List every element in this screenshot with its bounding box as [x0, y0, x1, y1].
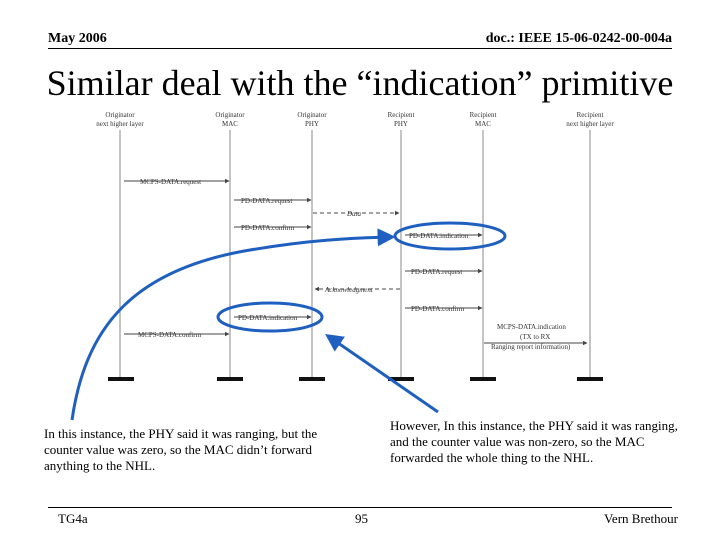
lifeline-label-rcpt-nhl-2: next higher layer: [566, 120, 614, 128]
note-right: However, In this instance, the PHY said …: [390, 418, 678, 465]
pointer-arrow-left-note: [70, 228, 396, 421]
lifeline-label-rcpt-mac-2: MAC: [475, 120, 491, 128]
lifeline-label-orig-nhl-1: Originator: [105, 111, 135, 119]
header-date: May 2006: [48, 31, 107, 46]
lifeline-label-orig-mac-2: MAC: [222, 120, 238, 128]
slide-title: Similar deal with the “indication” primi…: [46, 63, 674, 103]
label-pd-data-confirm: PD-DATA.confirm: [241, 224, 295, 232]
label-pd-data-indication-orig: PD-DATA.indication: [238, 314, 298, 322]
lifeline-label-rcpt-nhl-1: Recipient: [577, 111, 604, 119]
header-rule: [48, 48, 672, 49]
label-pd-data-indication-rcpt: PD-DATA.indication: [409, 232, 469, 240]
highlight-ellipse-originator: [216, 301, 324, 333]
footer-author: Vern Brethour: [603, 511, 678, 526]
footer-rule: [48, 507, 672, 508]
label-pd-data-request: PD-DATA.request: [241, 197, 292, 205]
note-left: In this instance, the PHY said it was ra…: [44, 426, 318, 473]
lifeline-label-orig-nhl-2: next higher layer: [96, 120, 144, 128]
lifeline-label-rcpt-phy-2: PHY: [394, 120, 408, 128]
label-mcps-data-indication-sub2: Ranging report information): [491, 343, 571, 351]
label-acknowledgment: Acknowledgment: [324, 286, 374, 294]
lifeline-label-orig-phy-1: Originator: [297, 111, 327, 119]
pointer-arrow-right-note: [325, 333, 439, 414]
label-pd-data-confirm-rcpt: PD-DATA.confirm: [411, 305, 465, 313]
lifeline-label-orig-phy-2: PHY: [305, 120, 319, 128]
label-data: Data: [346, 210, 362, 218]
label-mcps-data-indication: MCPS-DATA.indication: [497, 323, 566, 331]
label-pd-data-request-rcpt: PD-DATA.request: [411, 268, 462, 276]
label-mcps-data-confirm: MCPS-DATA.confirm: [138, 331, 202, 339]
footer-group: TG4a: [58, 511, 88, 526]
footer-page-number: 95: [355, 511, 368, 526]
lifeline-label-rcpt-mac-1: Recipient: [470, 111, 497, 119]
lifeline-label-orig-mac-1: Originator: [215, 111, 245, 119]
lifeline-label-rcpt-phy-1: Recipient: [388, 111, 415, 119]
header-doc-id: doc.: IEEE 15-06-0242-00-004a: [485, 31, 672, 46]
label-mcps-data-indication-sub1: (TX to RX: [520, 333, 550, 341]
label-mcps-data-request: MCPS-DATA.request: [140, 178, 201, 186]
